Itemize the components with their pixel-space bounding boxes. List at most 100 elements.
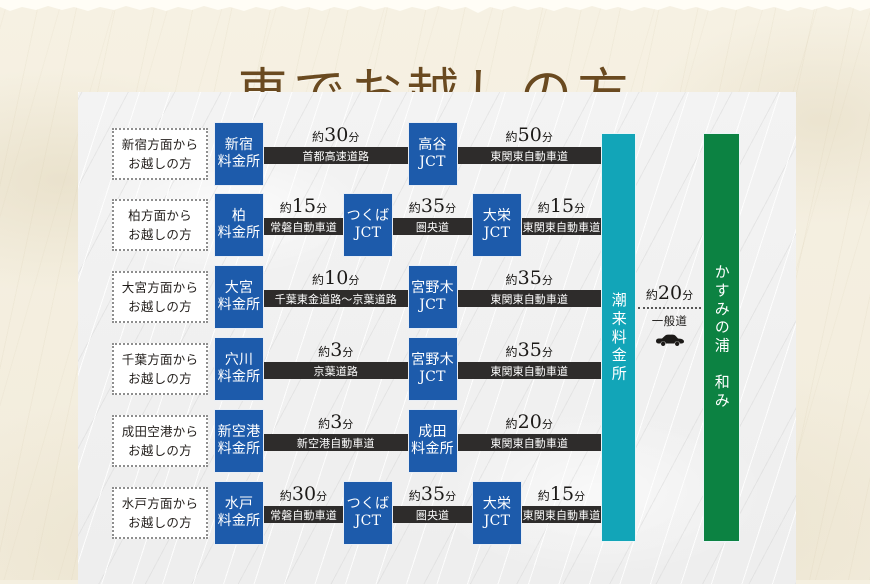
- route-segment: 約35分 東関東自動車道: [457, 337, 601, 401]
- segment-duration-prefix: 約: [505, 345, 518, 359]
- road-name-bar: 東関東自動車道: [457, 290, 601, 307]
- waypoint-node: つくば JCT: [343, 193, 393, 257]
- origin-label: 成田空港から お越しの方: [112, 415, 208, 467]
- waypoint-node: 大栄 JCT: [472, 193, 522, 257]
- route-segment: 約50分 東関東自動車道: [457, 122, 602, 186]
- segment-duration-prefix: 約: [505, 273, 518, 287]
- waypoint-node-line2: JCT: [354, 513, 382, 529]
- route-segment: 約3分 新空港自動車道: [264, 409, 408, 473]
- road-name-bar: 圏央道: [393, 506, 472, 523]
- start-node-line1: 穴川: [224, 351, 254, 368]
- start-node: 水戸 料金所: [214, 481, 264, 545]
- route-segment: 約30分 常磐自動車道: [264, 481, 343, 545]
- waypoint-node-line1: 大栄: [482, 207, 512, 224]
- origin-label: 柏方面から お越しの方: [112, 199, 208, 251]
- start-node-line1: 大宮: [224, 279, 254, 296]
- route-row: 大宮方面から お越しの方 大宮 料金所 約10分 千葉東金道路〜京葉道路 宮野木 JCT 約35…: [78, 265, 796, 329]
- waypoint-node-line1: 成田: [418, 423, 447, 440]
- waypoint-node: つくば JCT: [343, 481, 393, 545]
- origin-label-line1: 水戸方面から: [121, 495, 199, 511]
- car-icon: [638, 334, 701, 347]
- toll-gate-column: 潮来料金所: [601, 133, 636, 542]
- segment-duration-prefix: 約: [279, 489, 292, 503]
- start-node: 柏料金所: [214, 193, 264, 257]
- start-node-line2: 料金所: [217, 154, 261, 170]
- road-name-bar: 千葉東金道路〜京葉道路: [264, 290, 408, 307]
- segment-duration: 約15分: [522, 483, 601, 505]
- segment-duration-minutes: 30: [291, 483, 317, 505]
- start-node-line2: 料金所: [217, 441, 261, 457]
- local-road-name: 一般道: [651, 314, 688, 328]
- origin-label-line1: 柏方面から: [128, 207, 192, 223]
- start-node-line2: 料金所: [217, 225, 261, 241]
- waypoint-node-line2: JCT: [419, 369, 446, 385]
- segment-duration-minutes: 3: [330, 411, 343, 433]
- access-diagram-panel: 新宿方面から お越しの方 新宿 料金所 約30分 首都高速道路 高谷 JCT 約50分 東関東自動…: [78, 92, 796, 584]
- segment-duration-minutes: 10: [324, 267, 349, 289]
- road-name-bar: 常磐自動車道: [264, 506, 343, 523]
- road-name-bar: 東関東自動車道: [457, 147, 601, 164]
- waypoint-node-line1: 宮野木: [411, 351, 454, 368]
- waypoint-node: 宮野木 JCT: [407, 337, 458, 401]
- segment-duration-minutes: 35: [420, 195, 446, 217]
- waypoint-node: 大栄 JCT: [472, 481, 522, 545]
- waypoint-node-line2: JCT: [419, 297, 446, 313]
- segment-duration-prefix: 約: [279, 201, 292, 215]
- start-node: 大宮 料金所: [214, 265, 264, 329]
- start-node: 新宿 料金所: [214, 122, 264, 186]
- waypoint-node: 宮野木 JCT: [407, 265, 458, 329]
- segment-duration-prefix: 約: [318, 417, 331, 431]
- route-row: 水戸方面から お越しの方 水戸 料金所 約30分 常磐自動車道 つくば JCT 約35分 圏央道大…: [78, 481, 796, 545]
- route-segment: 約20分 東関東自動車道: [457, 409, 601, 473]
- segment-duration-minutes: 50: [517, 124, 542, 146]
- segment-duration-unit: 分: [445, 202, 457, 215]
- segment-duration-unit: 分: [541, 346, 553, 359]
- segment-duration: 約3分: [264, 339, 408, 361]
- segment-duration-prefix: 約: [312, 130, 325, 144]
- road-name-bar: 新空港自動車道: [264, 434, 408, 451]
- start-node: 穴川 料金所: [214, 337, 264, 401]
- destination-column: かすみの浦 和み: [703, 133, 740, 542]
- waypoint-node-line2: JCT: [483, 225, 511, 241]
- segment-duration: 約3分: [264, 411, 408, 433]
- route-rows-container: 新宿方面から お越しの方 新宿 料金所 約30分 首都高速道路 高谷 JCT 約50分 東関東自動…: [78, 92, 796, 584]
- segment-duration-unit: 分: [316, 202, 328, 215]
- segment-duration-prefix: 約: [312, 273, 325, 287]
- segment-duration-minutes: 35: [420, 483, 446, 505]
- segment-duration-unit: 分: [541, 418, 553, 431]
- segment-duration-minutes: 15: [549, 483, 575, 505]
- segment-duration-unit: 分: [574, 202, 586, 215]
- origin-label-line1: 千葉方面から: [121, 351, 199, 367]
- waypoint-node: 成田 料金所: [407, 409, 458, 473]
- segment-duration-unit: 分: [342, 346, 354, 359]
- road-name-bar: 圏央道: [393, 218, 472, 235]
- segment-duration: 約15分: [264, 195, 343, 217]
- segment-duration: 約10分: [264, 267, 408, 289]
- start-node: 新空港 料金所: [214, 409, 264, 473]
- start-node-line1: 水戸: [224, 495, 254, 512]
- origin-label-line2: お越しの方: [128, 443, 192, 458]
- origin-label: 新宿方面から お越しの方: [112, 128, 208, 180]
- route-row: 千葉方面から お越しの方 穴川 料金所 約3分 京葉道路 宮野木 JCT 約35分 東関東自動車道: [78, 337, 796, 401]
- origin-label-line1: 新宿方面から: [121, 136, 199, 152]
- local-road-duration-prefix: 約: [645, 288, 658, 302]
- road-name-bar: 東関東自動車道: [457, 434, 601, 451]
- local-road-dotted-line: [638, 307, 701, 309]
- segment-duration-prefix: 約: [505, 130, 518, 144]
- route-segment: 約10分 千葉東金道路〜京葉道路: [264, 265, 408, 329]
- segment-duration-prefix: 約: [408, 201, 421, 215]
- road-name-bar: 京葉道路: [264, 362, 408, 379]
- segment-duration-minutes: 30: [324, 124, 349, 146]
- segment-duration: 約30分: [264, 483, 343, 505]
- origin-label-line1: 大宮方面から: [121, 279, 199, 295]
- route-segment: 約15分 常磐自動車道: [264, 193, 343, 257]
- segment-duration: 約50分: [458, 124, 602, 146]
- origin-label-line2: お越しの方: [128, 156, 192, 171]
- destination-label: かすみの浦 和み: [712, 264, 731, 411]
- route-segment: 約30分 首都高速道路: [264, 122, 408, 186]
- start-node-line1: 新空港: [217, 423, 261, 440]
- segment-duration: 約35分: [393, 483, 472, 505]
- segment-duration: 約35分: [393, 195, 472, 217]
- segment-duration-minutes: 15: [291, 195, 317, 217]
- waypoint-node-line2: JCT: [483, 513, 511, 529]
